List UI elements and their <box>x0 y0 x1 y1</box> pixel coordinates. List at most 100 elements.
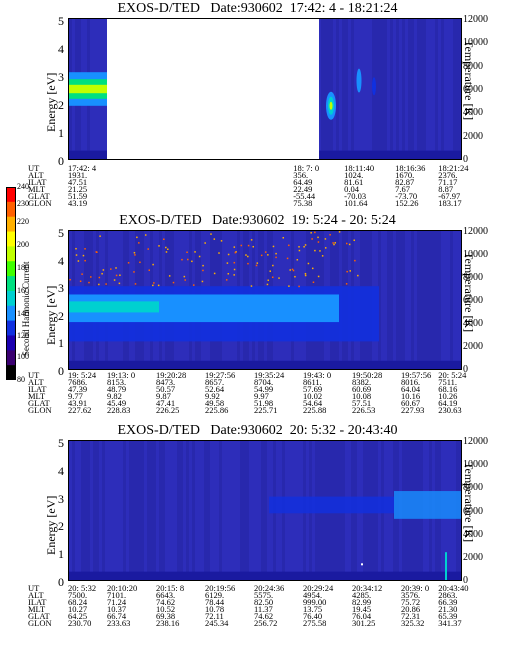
data-point <box>317 275 320 278</box>
background-stripe <box>420 19 423 159</box>
data-point <box>311 238 313 240</box>
ephemeris-value: 19:43: 0 <box>303 370 332 380</box>
background-stripe <box>342 19 345 159</box>
ion-band <box>394 491 461 519</box>
ephemeris-value: 17:42: 4 <box>68 163 97 173</box>
ephemeris-value: 225.86 <box>205 405 229 415</box>
background-stripe <box>204 441 207 580</box>
data-point <box>317 236 319 239</box>
background-stripe <box>81 441 84 580</box>
ephemeris-value: 20:39: 0 <box>401 583 430 593</box>
data-point <box>134 283 137 285</box>
colorbar-segment <box>6 261 16 277</box>
axis-tick-label: 1 <box>58 126 64 140</box>
axis-tick-label: 6000 <box>463 295 483 306</box>
data-point <box>319 250 321 252</box>
colorbar-segment <box>6 320 16 336</box>
ephemeris-value: 8.87 <box>438 184 454 194</box>
data-point <box>183 275 186 278</box>
ephemeris-value: 8704. <box>254 377 274 387</box>
colorbar-segment <box>6 290 16 307</box>
ephemeris-value: 4285. <box>352 590 372 600</box>
ephemeris-row: MLT 9.77 9.82 9.87 9.92 9.97 10.02 10.08 10.16 10… <box>28 391 473 401</box>
data-point <box>194 251 196 253</box>
ephemeris-value: 54.64 <box>303 398 323 408</box>
background-stripe <box>441 19 444 159</box>
ephemeris-value: 9.87 <box>156 391 171 401</box>
background-stripe <box>156 441 159 580</box>
data-point <box>88 281 90 284</box>
background-stripe <box>240 441 243 580</box>
ephemeris-value: 19: 5:24 <box>68 370 97 380</box>
background-stripe <box>147 441 150 580</box>
ion-band-core <box>69 301 159 313</box>
data-point <box>345 283 348 285</box>
data-point <box>317 241 320 243</box>
ephemeris-value: 9.82 <box>107 391 122 401</box>
ephemeris-value: 75.38 <box>293 198 313 208</box>
data-point <box>98 276 101 279</box>
data-point <box>84 248 86 250</box>
ephemeris-label: UT <box>28 370 40 380</box>
ephemeris-row: ALT 1931. 356. 1024. 1670. 2376. <box>28 170 473 180</box>
ephemeris-value: 10.26 <box>438 391 458 401</box>
background-stripe <box>402 231 405 369</box>
data-gap <box>107 19 319 159</box>
data-point <box>275 256 277 259</box>
ephemeris-value: 1670. <box>395 170 415 180</box>
data-point <box>213 272 216 275</box>
background-stripe <box>330 19 333 159</box>
data-point <box>233 274 235 276</box>
background-stripe <box>138 441 141 580</box>
data-point <box>220 240 223 242</box>
background-stripe <box>243 441 246 580</box>
data-point <box>255 264 258 267</box>
ephemeris-value: 19:13: 0 <box>107 370 136 380</box>
background-stripe <box>126 441 129 580</box>
background-stripe <box>423 19 426 159</box>
background-stripe <box>96 441 99 580</box>
ephemeris-value: 51.98 <box>254 398 274 408</box>
data-point <box>165 251 168 253</box>
ephemeris-row: MLT 21.25 22.49 0.04 7.67 8.87 <box>28 184 473 194</box>
ephemeris-value: 19:27:56 <box>205 370 236 380</box>
background-stripe <box>318 19 321 159</box>
ephemeris-value: 230.70 <box>68 618 92 628</box>
ephemeris-value: 20:43:40 <box>438 583 469 593</box>
data-point <box>250 285 253 287</box>
data-point <box>233 246 236 248</box>
axis-tick-label: 3 <box>58 281 64 296</box>
ephemeris-value: 21.25 <box>68 184 88 194</box>
background-stripe <box>336 19 339 159</box>
background-stripe <box>78 441 81 580</box>
data-point <box>275 252 277 255</box>
background-stripe <box>423 231 426 369</box>
background-stripe <box>444 231 447 369</box>
background-stripe <box>366 19 369 159</box>
background-stripe <box>264 441 267 580</box>
colorbar-segment <box>6 276 16 292</box>
data-point <box>213 238 216 240</box>
axis-tick-label: 6000 <box>463 84 483 95</box>
data-point <box>82 254 85 257</box>
background-stripe <box>129 441 132 580</box>
ephemeris-value: 19.45 <box>352 604 372 614</box>
background-stripe <box>429 231 432 369</box>
data-point <box>278 277 280 279</box>
ephemeris-value: 74.62 <box>254 611 274 621</box>
data-point <box>329 234 331 236</box>
ephemeris-label: MLT <box>28 391 46 401</box>
background-stripe <box>453 19 456 159</box>
background-stripe <box>183 441 186 580</box>
axis-tick-label: 8000 <box>463 60 483 72</box>
data-point <box>152 284 154 287</box>
panel-3-ephemeris: UT 20: 5:32 20:10:20 20:15: 8 20:19:56 20:24:… <box>28 583 473 628</box>
ephemeris-value: 227.62 <box>68 405 92 415</box>
data-point <box>201 280 204 283</box>
ephemeris-value: 225.71 <box>254 405 278 415</box>
data-point <box>256 262 259 264</box>
ephemeris-value: 10.52 <box>156 604 176 614</box>
ephemeris-row: GLAT 64.25 66.74 69.38 72.11 74.62 76.40 76.04 7… <box>28 611 473 621</box>
colorbar-tick-label: 160 <box>17 286 29 296</box>
ephemeris-value: 245.34 <box>205 618 229 628</box>
